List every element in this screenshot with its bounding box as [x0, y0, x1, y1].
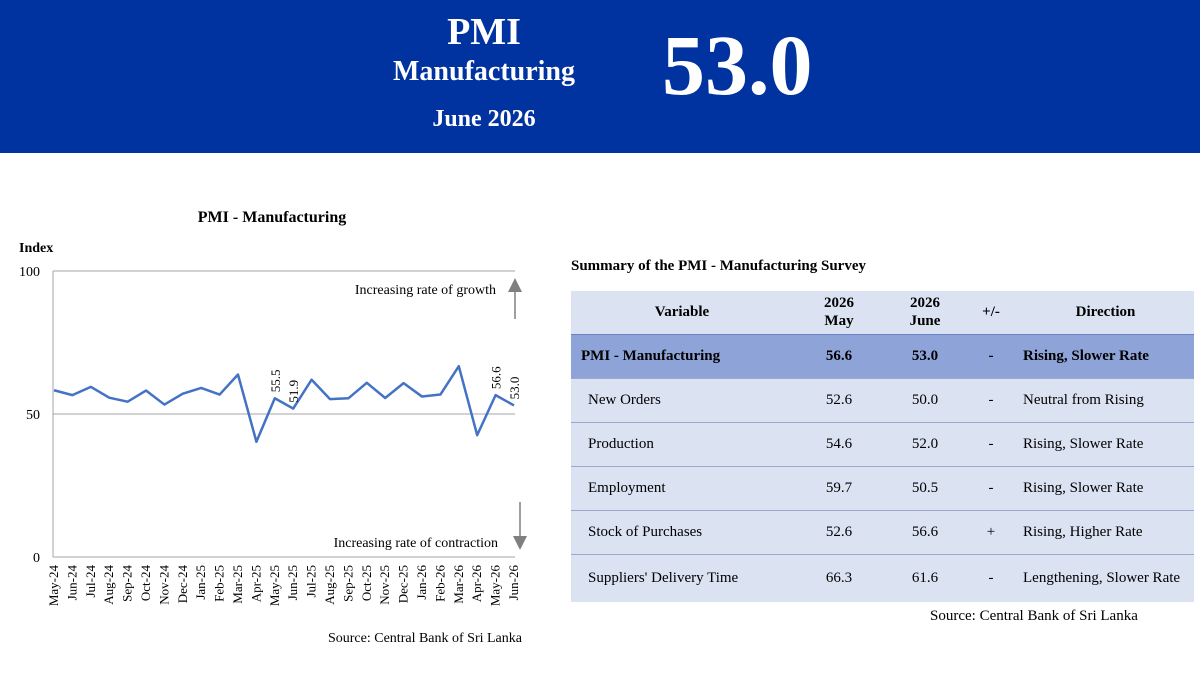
header-banner: PMI Manufacturing June 2026 53.0 [0, 0, 1200, 153]
cell-direction: Lengthening, Slower Rate [1017, 554, 1194, 602]
summary-table: Variable 2026 May 2026 June +/- Direction … [571, 291, 1194, 602]
cell-june: 61.6 [885, 554, 965, 602]
summary-header-row: Variable 2026 May 2026 June +/- Direction [571, 291, 1194, 335]
cell-change: - [965, 334, 1017, 379]
cell-change: + [965, 510, 1017, 555]
cell-may: 59.7 [793, 466, 885, 511]
x-tick-label: Sep-25 [340, 565, 355, 602]
x-tick-label: Jun-26 [506, 565, 521, 601]
contraction-arrow-head [513, 536, 527, 550]
header-may: 2026 May [793, 291, 885, 335]
growth-annotation: Increasing rate of growth [355, 283, 496, 298]
data-label: 53.0 [507, 377, 522, 400]
header-direction: Direction [1017, 291, 1194, 335]
y-tick-label: 50 [26, 408, 40, 423]
header-variable: Variable [571, 291, 793, 335]
x-tick-label: May-24 [46, 565, 61, 607]
table-row: Suppliers' Delivery Time 66.3 61.6- Lengthe… [571, 554, 1194, 602]
header-period: June 2026 [432, 106, 536, 132]
cell-direction: Rising, Slower Rate [1017, 466, 1194, 511]
summary-title: Summary of the PMI - Manufacturing Surve… [571, 258, 866, 274]
data-label: 56.6 [489, 366, 504, 389]
cell-variable: Employment [571, 466, 793, 511]
contraction-annotation: Increasing rate of contraction [334, 536, 498, 551]
x-tick-label: Jun-25 [285, 565, 300, 600]
header-june: 2026 June [885, 291, 965, 335]
cell-direction: Rising, Higher Rate [1017, 510, 1194, 555]
cell-may: 52.6 [793, 378, 885, 423]
pmi-line-chart: PMI - Manufacturing Index 0 50 100 May-24 Jun-… [0, 195, 540, 655]
x-tick-label: Nov-25 [377, 565, 392, 605]
data-label: 51.9 [286, 380, 301, 403]
x-tick-label: Aug-25 [322, 565, 337, 605]
header-may-year: 2026 [824, 295, 854, 312]
cell-change: - [965, 378, 1017, 423]
y-tick-label: 0 [33, 551, 40, 566]
x-tick-label: Jul-25 [304, 565, 319, 598]
x-tick-label: Sep-24 [120, 565, 135, 602]
x-tick-label: Aug-24 [101, 565, 116, 605]
series-line [53, 364, 515, 443]
y-axis-label: Index [19, 241, 53, 256]
cell-june: 53.0 [885, 334, 965, 379]
x-tick-label: Apr-25 [248, 565, 263, 602]
x-tick-label: Mar-26 [451, 565, 466, 604]
cell-direction: Rising, Slower Rate [1017, 334, 1194, 379]
cell-variable: Production [571, 422, 793, 467]
x-tick-label: Dec-24 [175, 565, 190, 604]
cell-variable: PMI - Manufacturing [571, 334, 793, 379]
cell-may: 54.6 [793, 422, 885, 467]
growth-arrow-head [508, 278, 522, 292]
x-tick-label: Feb-26 [432, 565, 447, 602]
cell-june: 50.5 [885, 466, 965, 511]
table-row: New Orders 52.6 50.0- Neutral from Rising [571, 378, 1194, 423]
cell-variable: Suppliers' Delivery Time [571, 554, 793, 602]
x-tick-label: Mar-25 [230, 565, 245, 604]
headline-value: 53.0 [662, 17, 813, 113]
cell-change: - [965, 466, 1017, 511]
header-title: PMI [447, 11, 521, 53]
cell-change: - [965, 554, 1017, 602]
x-tick-label: Feb-25 [212, 565, 227, 602]
cell-may: 56.6 [793, 334, 885, 379]
x-tick-label: Jan-26 [414, 565, 429, 600]
header-subtitle: Manufacturing [393, 56, 575, 87]
cell-direction: Rising, Slower Rate [1017, 422, 1194, 467]
x-tick-label: Jan-25 [193, 565, 208, 600]
x-tick-label: Oct-25 [359, 565, 374, 601]
header-june-year: 2026 [910, 295, 940, 312]
x-tick-label: Jul-24 [83, 565, 98, 598]
cell-may: 66.3 [793, 554, 885, 602]
table-row: Stock of Purchases 52.6 56.6 + Rising, Highe… [571, 510, 1194, 555]
data-label: 55.5 [268, 370, 283, 393]
cell-may: 52.6 [793, 510, 885, 555]
table-row-main: PMI - Manufacturing 56.6 53.0- Rising, Slow… [571, 334, 1194, 379]
header-change: +/- [965, 291, 1017, 335]
x-tick-label: May-25 [267, 565, 282, 606]
x-tick-label: Nov-24 [156, 565, 171, 605]
cell-june: 56.6 [885, 510, 965, 555]
chart-title: PMI - Manufacturing [198, 209, 346, 226]
cell-variable: New Orders [571, 378, 793, 423]
x-tick-label: Dec-25 [396, 565, 411, 603]
y-tick-label: 100 [19, 265, 40, 280]
table-row: Production 54.6 52.0- Rising, Slower Rate [571, 422, 1194, 467]
cell-june: 50.0 [885, 378, 965, 423]
x-tick-label: Apr-26 [469, 565, 484, 603]
table-source: Source: Central Bank of Sri Lanka [930, 608, 1138, 624]
x-tick-label: Oct-24 [138, 565, 153, 602]
table-row: Employment 59.7 50.5- Rising, Slower Rate [571, 466, 1194, 511]
x-tick-label: Jun-24 [64, 565, 79, 601]
header-june-month: June [909, 312, 941, 329]
chart-source: Source: Central Bank of Sri Lanka [328, 631, 523, 646]
cell-variable: Stock of Purchases [571, 510, 793, 555]
header-may-month: May [824, 312, 854, 329]
cell-change: - [965, 422, 1017, 467]
cell-direction: Neutral from Rising [1017, 378, 1194, 423]
x-tick-label: May-26 [488, 565, 503, 607]
cell-june: 52.0 [885, 422, 965, 467]
